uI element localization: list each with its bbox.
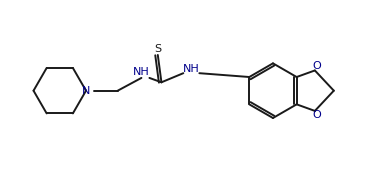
Text: NH: NH: [183, 64, 200, 74]
Text: NH: NH: [133, 67, 150, 77]
Text: S: S: [154, 44, 161, 54]
Text: O: O: [312, 110, 321, 120]
Text: O: O: [312, 61, 321, 71]
Text: N: N: [82, 86, 90, 96]
